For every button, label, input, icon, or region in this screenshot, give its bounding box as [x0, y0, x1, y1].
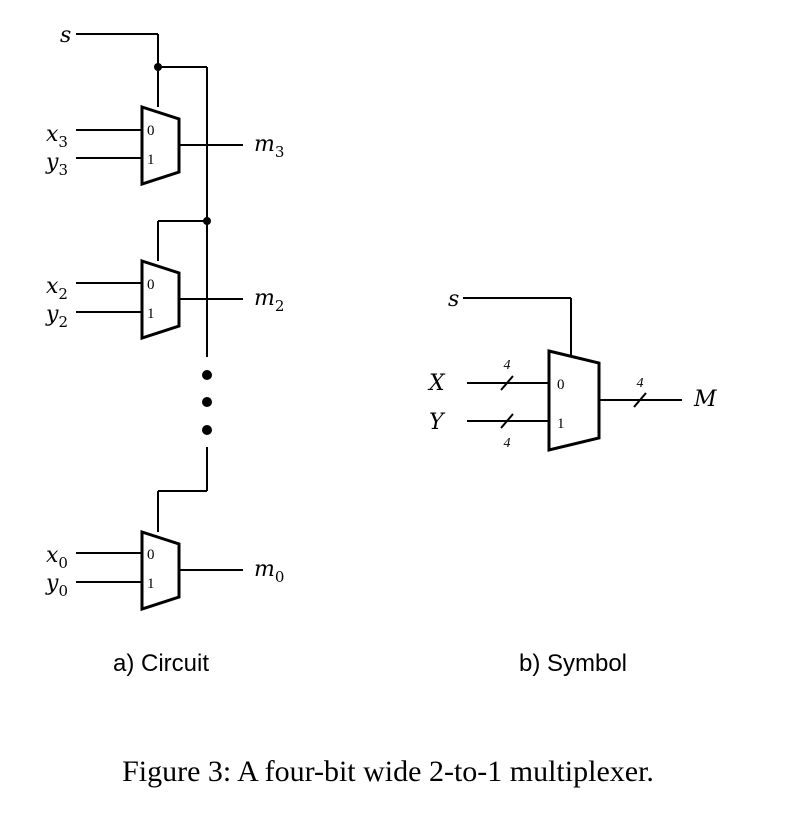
mux-stage-3: x3 y3 0 1 m3 [45, 104, 284, 187]
output-m2-label: m2 [254, 286, 284, 315]
select-label-s: s [60, 23, 71, 48]
input-x2-label: x2 [46, 274, 68, 303]
mux-2 [140, 258, 181, 341]
circuit-diagram: s x3 y3 0 1 m3 x2 [45, 23, 284, 677]
symbol-input-y-width: 4 [504, 436, 511, 451]
output-m0-label: m0 [254, 557, 284, 586]
ellipsis-dot [202, 397, 212, 407]
mux-3 [140, 104, 181, 187]
mux-0-pin0: 0 [147, 547, 155, 563]
symbol-input-y-label: Y [429, 410, 446, 435]
ellipsis-dot [202, 425, 212, 435]
input-y0-label: y0 [45, 571, 68, 600]
symbol-diagram: s 0 1 X 4 Y 4 4 M b) Symbol [427, 287, 717, 677]
bus-slash [500, 413, 514, 429]
circuit-caption: a) Circuit [113, 650, 209, 677]
input-y2-label: y2 [45, 302, 68, 331]
input-x3-label: x3 [46, 122, 68, 151]
symbol-mux [547, 349, 601, 452]
ellipsis-dot [202, 370, 212, 380]
mux-3-pin0: 0 [147, 123, 155, 139]
symbol-output-width: 4 [637, 376, 644, 391]
symbol-input-x-width: 4 [504, 358, 511, 373]
mux-3-pin1: 1 [147, 152, 155, 168]
bus-slash [500, 375, 514, 391]
input-y3-label: y3 [45, 150, 68, 179]
symbol-caption: b) Symbol [519, 650, 627, 677]
mux-stage-2: x2 y2 0 1 m2 [45, 258, 284, 341]
mux-0 [140, 529, 181, 612]
symbol-input-x-label: X [427, 371, 446, 396]
symbol-select-label: s [448, 287, 459, 312]
symbol-mux-pin0: 0 [557, 377, 565, 393]
mux-0-pin1: 1 [147, 576, 155, 592]
mux-2-pin1: 1 [147, 306, 155, 322]
figure-caption: Figure 3: A four-bit wide 2-to-1 multipl… [122, 755, 654, 788]
symbol-mux-pin1: 1 [557, 416, 565, 432]
symbol-output-label: M [693, 387, 717, 412]
mux-stage-0: x0 y0 0 1 m0 [45, 529, 284, 612]
input-x0-label: x0 [46, 543, 68, 572]
mux-2-pin0: 0 [147, 277, 155, 293]
bus-slash [633, 392, 647, 408]
output-m3-label: m3 [254, 132, 284, 161]
